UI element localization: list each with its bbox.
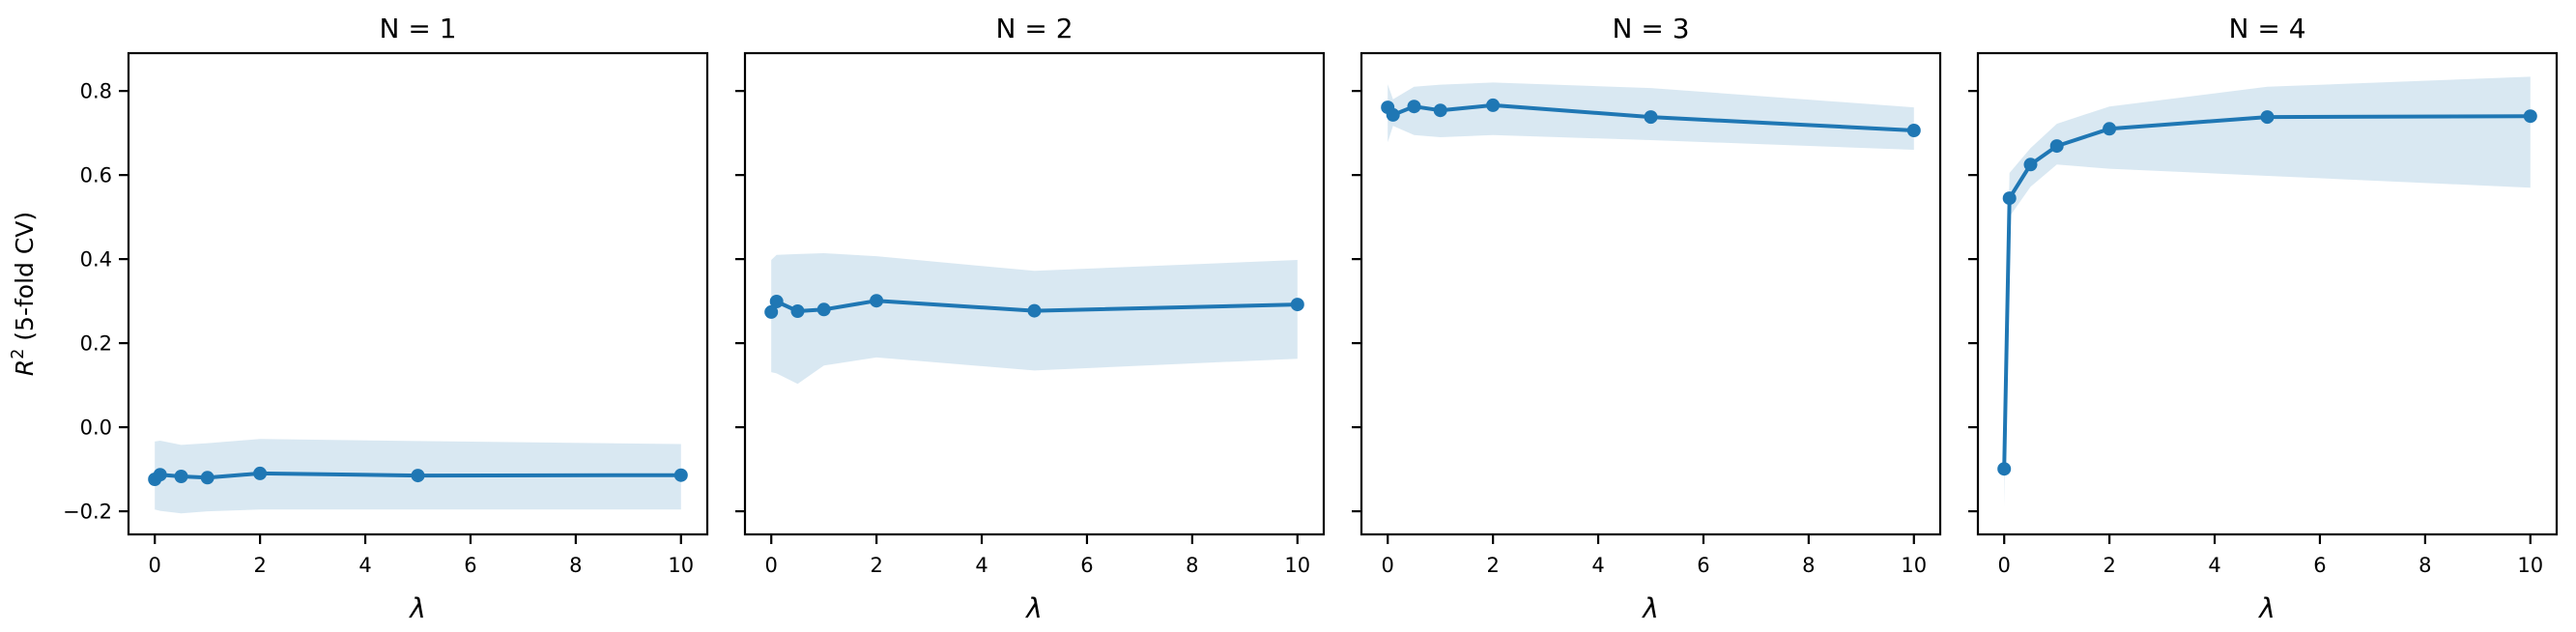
x-axis-tick-label: 0 <box>1998 554 2011 577</box>
data-point <box>153 468 167 482</box>
x-axis-tick-label: 0 <box>1382 554 1394 577</box>
x-axis-tick-label: 0 <box>765 554 778 577</box>
data-point <box>1997 462 2012 476</box>
x-axis-tick-label: 2 <box>253 554 266 577</box>
data-point <box>2049 139 2064 154</box>
x-axis-tick-label: 2 <box>870 554 882 577</box>
panel-n2: 0 2 4 6 8 10 N = 2 λ <box>735 13 1326 624</box>
axes-spines <box>743 51 1326 536</box>
y-axis-tick-label: 0.0 <box>80 417 112 440</box>
data-point <box>1644 110 1658 125</box>
x-axis-tick-label: 2 <box>1486 554 1499 577</box>
x-axis-tick-label: 10 <box>1284 554 1310 577</box>
x-axis-tick-label: 6 <box>1697 554 1709 577</box>
data-point <box>2023 158 2038 172</box>
axes-spines <box>127 51 709 536</box>
data-point <box>816 302 831 317</box>
x-axis-tick-label: 0 <box>149 554 161 577</box>
y-axis-tick-label: −0.2 <box>63 501 112 524</box>
panel-title: N = 4 <box>2228 13 2305 44</box>
data-point <box>870 294 884 308</box>
y-axis-tick-label: 0.6 <box>80 164 112 187</box>
confidence-band <box>2004 76 2531 507</box>
x-axis-label: λ <box>2257 592 2275 624</box>
data-point <box>1486 98 1501 112</box>
x-axis-tick-label: 4 <box>358 554 371 577</box>
x-axis-tick-label: 8 <box>569 554 582 577</box>
x-axis-tick-label: 6 <box>2313 554 2326 577</box>
data-point <box>174 470 188 483</box>
data-point <box>200 471 215 485</box>
data-point <box>1433 103 1447 118</box>
x-axis-tick-label: 6 <box>1080 554 1093 577</box>
x-axis-label: λ <box>1024 592 1043 624</box>
x-axis-tick-label: 4 <box>2208 554 2220 577</box>
y-axis-label: R2 (5-fold CV) <box>9 212 39 376</box>
data-point <box>1027 303 1042 318</box>
x-axis-tick-label: 4 <box>975 554 987 577</box>
data-point <box>673 468 688 482</box>
panel-title: N = 2 <box>995 13 1073 44</box>
x-axis-tick-label: 6 <box>464 554 476 577</box>
panel-n3: 0 2 4 6 8 10 N = 3 λ <box>1352 13 1942 624</box>
data-point <box>2002 191 2017 206</box>
data-point <box>2260 110 2275 125</box>
panel-title: N = 3 <box>1612 13 1689 44</box>
data-point <box>411 469 425 483</box>
x-axis-tick-label: 10 <box>2517 554 2543 577</box>
x-axis-tick-label: 10 <box>668 554 694 577</box>
axes-spines <box>1976 51 2559 536</box>
panel-n4: 0 2 4 6 8 10 N = 4 λ <box>1968 13 2559 624</box>
x-axis-label: λ <box>408 592 426 624</box>
x-axis-tick-label: 2 <box>2103 554 2115 577</box>
x-axis-tick-label: 8 <box>1802 554 1815 577</box>
data-point <box>1290 298 1304 312</box>
x-axis-tick-label: 8 <box>2419 554 2431 577</box>
panel-n1: 0 2 4 6 8 10 −0.2 0.0 0.2 0.4 0.6 0.8 N = 1 λ <box>63 13 709 624</box>
confidence-band <box>771 253 1298 385</box>
x-axis-tick-label: 10 <box>1901 554 1927 577</box>
data-point <box>1386 107 1400 122</box>
data-point <box>790 304 805 318</box>
y-axis-tick-label: 0.8 <box>80 80 112 103</box>
data-point <box>2103 122 2117 136</box>
x-axis-tick-label: 4 <box>1591 554 1604 577</box>
y-axis-tick-label: 0.2 <box>80 332 112 356</box>
data-point <box>764 304 779 319</box>
x-axis-tick-label: 8 <box>1186 554 1198 577</box>
x-axis-label: λ <box>1641 592 1659 624</box>
panel-title: N = 1 <box>379 13 456 44</box>
data-point <box>769 295 784 308</box>
data-point <box>1407 100 1421 114</box>
data-point <box>1906 124 1921 137</box>
y-axis-tick-label: 0.4 <box>80 248 112 272</box>
data-point <box>253 466 268 480</box>
axes-spines <box>1360 51 1942 536</box>
data-point <box>2523 109 2537 124</box>
